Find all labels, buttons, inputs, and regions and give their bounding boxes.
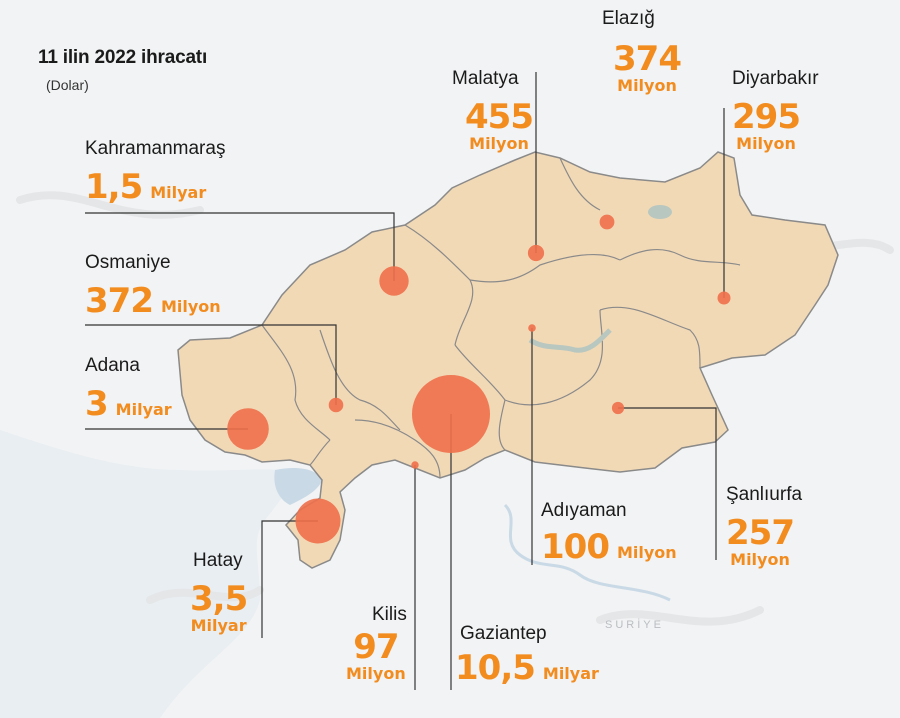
- bubble-osmaniye: [328, 397, 344, 413]
- value-number-sanliurfa: 257: [726, 513, 795, 553]
- bubble-adiyaman: [528, 324, 536, 332]
- iskenderun-gulf: [274, 468, 322, 505]
- bubble-gaziantep: [412, 375, 490, 453]
- value-unit-kahramanmaras: Milyar: [150, 183, 207, 202]
- map-subtitle: (Dolar): [46, 77, 89, 93]
- export-value-sanliurfa: 257 Milyon: [726, 513, 795, 570]
- value-unit-elazig: Milyon: [617, 76, 677, 95]
- province-name-diyarbakir: Diyarbakır: [732, 68, 819, 89]
- region-outline: [177, 151, 839, 569]
- leader-line-kahramanmaras: [85, 212, 395, 281]
- bubble-malatya: [527, 244, 545, 262]
- bubble-hatay: [295, 498, 341, 544]
- export-value-kilis: 97 Milyon: [346, 630, 406, 684]
- dam-lake: [528, 328, 612, 353]
- value-number-elazig: 374: [613, 39, 682, 79]
- export-value-elazig: 374 Milyon: [613, 39, 682, 96]
- bubble-adana: [227, 408, 269, 450]
- province-name-kilis: Kilis: [372, 604, 407, 625]
- province-name-hatay: Hatay: [193, 550, 243, 571]
- bubble-kilis: [411, 461, 419, 469]
- value-number-diyarbakir: 295: [732, 97, 801, 137]
- province-name-kahramanmaras: Kahramanmaraş: [85, 138, 226, 159]
- export-value-malatya: 455 Milyon: [465, 97, 534, 154]
- province-name-osmaniye: Osmaniye: [85, 252, 171, 273]
- bubble-sanliurfa: [611, 401, 625, 415]
- bubble-kahramanmaras: [379, 266, 409, 296]
- province-name-adiyaman: Adıyaman: [541, 500, 627, 521]
- export-value-diyarbakir: 295 Milyon: [732, 97, 801, 154]
- value-unit-adana: Milyar: [115, 400, 172, 419]
- value-unit-malatya: Milyon: [469, 134, 529, 153]
- value-unit-hatay: Milyar: [190, 616, 247, 635]
- value-number-malatya: 455: [465, 97, 534, 137]
- bubble-elazig: [599, 214, 615, 230]
- value-number-kahramanmaras: 1,5: [85, 167, 143, 207]
- value-number-gaziantep: 10,5: [455, 648, 536, 688]
- value-unit-gaziantep: Milyar: [542, 664, 599, 683]
- province-name-malatya: Malatya: [452, 68, 519, 89]
- export-value-adana: 3 Milyar: [85, 387, 172, 421]
- export-value-gaziantep: 10,5 Milyar: [455, 651, 599, 685]
- terrain-texture: [16, 191, 894, 626]
- leader-line-osmaniye: [85, 324, 337, 405]
- value-unit-sanliurfa: Milyon: [730, 550, 790, 569]
- export-value-kahramanmaras: 1,5 Milyar: [85, 170, 206, 204]
- map-title: 11 ilin 2022 ihracatı: [38, 47, 208, 68]
- export-bubbles: [227, 214, 731, 544]
- country-label: SURİYE: [605, 619, 664, 631]
- lake: [648, 205, 672, 219]
- export-value-osmaniye: 372 Milyon: [85, 284, 221, 318]
- value-number-kilis: 97: [353, 627, 399, 667]
- value-number-hatay: 3,5: [190, 579, 248, 619]
- export-value-hatay: 3,5 Milyar: [190, 579, 248, 636]
- value-number-adiyaman: 100: [541, 527, 610, 567]
- province-name-gaziantep: Gaziantep: [460, 623, 547, 644]
- leader-lines: [85, 72, 725, 690]
- value-unit-diyarbakir: Milyon: [736, 134, 796, 153]
- value-unit-kilis: Milyon: [346, 664, 406, 683]
- leader-line-sanliurfa: [618, 407, 717, 560]
- euphrates-river: [503, 503, 671, 602]
- mediterranean-sea: [0, 430, 289, 718]
- value-number-osmaniye: 372: [85, 281, 154, 321]
- value-unit-adiyaman: Milyon: [616, 543, 677, 562]
- province-borders: [261, 157, 741, 479]
- value-number-adana: 3: [85, 384, 109, 424]
- province-name-adana: Adana: [85, 355, 140, 376]
- bubble-diyarbakir: [717, 291, 731, 305]
- value-unit-osmaniye: Milyon: [160, 297, 221, 316]
- export-value-adiyaman: 100 Milyon: [541, 530, 677, 564]
- province-name-elazig: Elazığ: [602, 8, 655, 29]
- province-name-sanliurfa: Şanlıurfa: [726, 484, 803, 505]
